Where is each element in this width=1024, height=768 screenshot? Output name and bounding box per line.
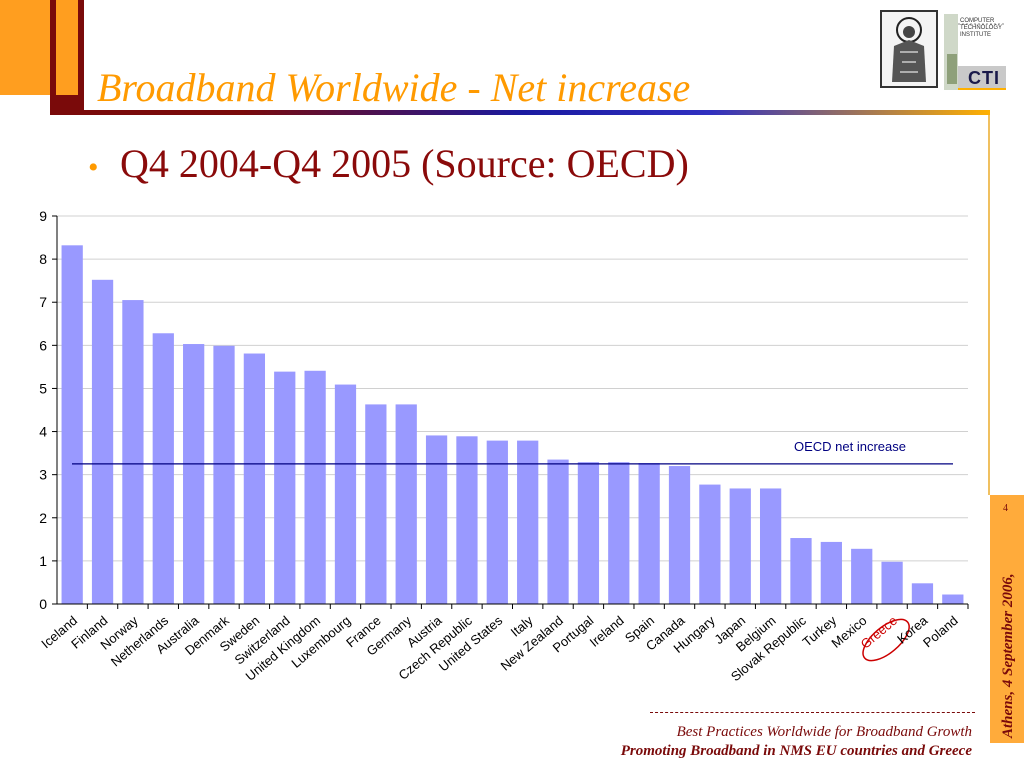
cti-logo-graphic xyxy=(944,14,1006,90)
bar xyxy=(425,435,448,604)
corner-accent-orange-inner xyxy=(56,0,78,95)
cti-logo-caption: COMPUTER TECHNOLOGY INSTITUTE xyxy=(960,18,1002,38)
axes xyxy=(52,215,969,609)
oecd-reference-label: OECD net increase xyxy=(794,439,906,454)
reference-line-group: OECD net increase xyxy=(72,439,953,465)
bar xyxy=(851,548,873,604)
y-tick-label: 9 xyxy=(39,208,47,224)
bar xyxy=(152,333,174,604)
bar xyxy=(365,404,387,604)
y-tick-label: 7 xyxy=(39,294,47,310)
cti-logo: COMPUTER TECHNOLOGY INSTITUTE CTI xyxy=(944,14,1008,90)
bar xyxy=(122,300,144,604)
highlight-ellipse xyxy=(862,618,910,662)
x-tick-label: Ireland xyxy=(587,613,627,650)
bar xyxy=(668,466,691,604)
bar xyxy=(729,488,751,604)
footer-line-2: Promoting Broadband in NMS EU countries … xyxy=(620,743,972,759)
cti-logo-mark: CTI xyxy=(968,68,1000,88)
bullet-text: Q4 2004-Q4 2005 (Source: OECD) xyxy=(120,141,689,186)
y-tick-label: 1 xyxy=(39,553,47,569)
bar xyxy=(942,594,964,604)
bar xyxy=(638,463,660,604)
side-band xyxy=(990,495,1024,743)
side-caption: Athens, 4 September 2006, xyxy=(1000,573,1016,738)
bar xyxy=(486,440,508,604)
title-divider xyxy=(55,110,990,115)
bar xyxy=(213,345,235,604)
y-tick-label: 2 xyxy=(39,510,47,526)
bar xyxy=(881,561,903,604)
monk-emblem-logo xyxy=(880,10,938,88)
bar xyxy=(395,404,417,604)
y-tick-label: 4 xyxy=(39,424,47,440)
bar xyxy=(304,370,326,604)
bar xyxy=(759,488,782,604)
bar xyxy=(91,279,114,604)
bar xyxy=(608,462,630,604)
y-tick-label: 3 xyxy=(39,467,47,483)
bars xyxy=(61,245,964,604)
bar xyxy=(183,344,205,604)
y-tick-label: 0 xyxy=(39,596,47,612)
y-tick-label: 5 xyxy=(39,380,47,396)
footer-divider xyxy=(650,712,975,713)
bar xyxy=(61,245,83,604)
gridlines xyxy=(57,215,968,562)
y-tick-label: 8 xyxy=(39,251,47,267)
bar xyxy=(699,484,721,604)
bar xyxy=(334,384,357,604)
bar xyxy=(547,459,569,604)
bar xyxy=(456,436,478,604)
bar xyxy=(911,583,934,604)
slide-title: Broadband Worldwide - Net increase xyxy=(97,65,691,110)
right-divider xyxy=(988,115,990,495)
bullet-marker: • xyxy=(88,150,99,184)
bar xyxy=(243,353,266,604)
bar xyxy=(790,538,812,604)
y-tick-label: 6 xyxy=(39,337,47,353)
bar xyxy=(274,371,296,604)
x-tick-label: Poland xyxy=(920,613,961,651)
page-number: 4 xyxy=(1003,503,1008,514)
bar xyxy=(820,541,842,604)
bullet-item: • Q4 2004-Q4 2005 (Source: OECD) xyxy=(88,140,689,187)
bar xyxy=(517,440,539,604)
bar xyxy=(577,462,600,604)
footer-line-1: Best Practices Worldwide for Broadband G… xyxy=(676,724,972,740)
